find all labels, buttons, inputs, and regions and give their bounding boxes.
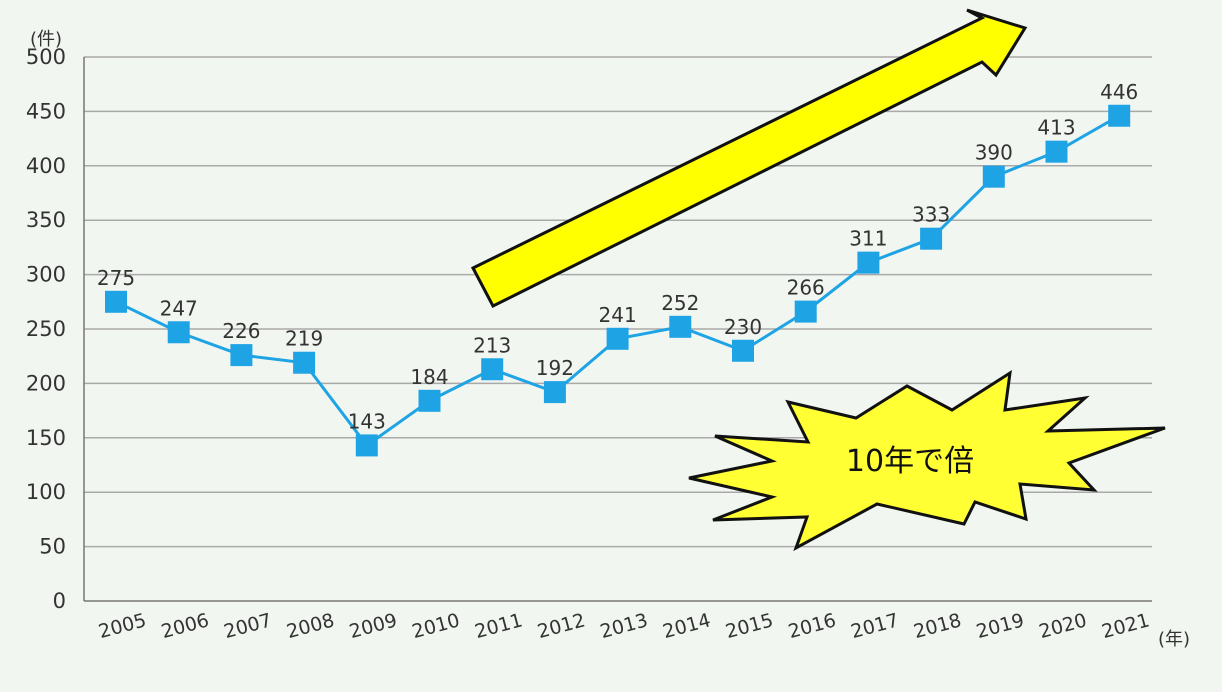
y-tick-label: 100 [26, 480, 66, 504]
data-labels: 275 247 226 219 143 184 213 192 241 252 230 266 311 3… [97, 80, 1138, 434]
x-tick-label: 2010 [410, 609, 462, 643]
data-label: 241 [599, 303, 637, 327]
x-axis-unit: (年) [1158, 629, 1190, 650]
data-label: 333 [912, 203, 950, 227]
data-point [293, 351, 316, 374]
data-point [857, 251, 880, 274]
x-tick-label: 2008 [284, 609, 336, 643]
data-point [982, 165, 1005, 188]
data-label: 390 [975, 141, 1013, 165]
x-tick-label: 2014 [661, 609, 713, 643]
data-label: 252 [661, 291, 699, 315]
x-tick-label: 2012 [535, 609, 587, 643]
y-tick-label: 450 [26, 99, 66, 123]
data-label: 192 [536, 356, 574, 380]
y-tick-label: 200 [26, 371, 66, 395]
data-point [418, 389, 441, 412]
data-label: 143 [348, 409, 386, 433]
x-tick-label: 2007 [222, 609, 274, 643]
x-tick-label: 2011 [472, 609, 524, 643]
x-tick-label: 2016 [786, 609, 838, 643]
y-tick-label: 350 [26, 208, 66, 232]
starburst-callout: 10年で倍 [688, 369, 1166, 552]
x-tick-label: 2006 [159, 609, 211, 643]
data-point [1045, 140, 1068, 163]
data-label: 230 [724, 315, 762, 339]
data-point [1108, 104, 1131, 127]
data-label: 219 [285, 327, 323, 351]
data-point [105, 290, 127, 313]
data-point [794, 300, 817, 323]
x-axis-ticks: 2005 2006 2007 2008 2009 2010 2011 2012 2013 2014… [96, 609, 1152, 643]
y-tick-label: 300 [26, 263, 66, 287]
x-tick-label: 2020 [1037, 609, 1089, 643]
data-label: 275 [97, 266, 135, 290]
y-tick-label: 250 [26, 317, 66, 341]
series-points [105, 104, 1131, 457]
data-label: 311 [849, 227, 887, 251]
y-axis-unit: (件) [30, 29, 62, 50]
y-axis-ticks: 0 50 100 150 200 250 300 350 400 450 500 [26, 45, 66, 613]
x-tick-label: 2015 [723, 609, 775, 643]
data-label: 226 [222, 319, 260, 343]
x-tick-label: 2005 [96, 609, 148, 643]
upward-arrow [470, 8, 1028, 308]
x-tick-label: 2017 [849, 609, 901, 643]
data-label: 247 [160, 296, 198, 320]
data-label: 213 [473, 333, 511, 357]
data-point [669, 315, 692, 338]
data-point [355, 434, 378, 457]
y-tick-label: 500 [26, 45, 66, 69]
x-tick-label: 2021 [1099, 609, 1151, 643]
data-label: 266 [787, 276, 825, 300]
data-point [230, 344, 253, 367]
data-point [606, 327, 629, 350]
data-point [920, 227, 943, 250]
y-tick-label: 50 [39, 535, 66, 559]
callout-text: 10年で倍 [846, 444, 974, 479]
data-point [167, 321, 190, 344]
y-tick-label: 150 [26, 426, 66, 450]
data-point [481, 358, 504, 381]
y-tick-label: 400 [26, 154, 66, 178]
x-tick-label: 2018 [911, 609, 963, 643]
data-label: 413 [1037, 116, 1075, 140]
y-tick-label: 0 [53, 589, 66, 613]
data-label: 184 [410, 365, 448, 389]
starburst-shape [688, 369, 1166, 552]
data-label: 446 [1100, 80, 1138, 104]
x-tick-label: 2009 [347, 609, 399, 643]
data-point [732, 339, 754, 362]
data-point [543, 381, 566, 404]
x-tick-label: 2019 [974, 609, 1026, 643]
x-tick-label: 2013 [598, 609, 650, 643]
